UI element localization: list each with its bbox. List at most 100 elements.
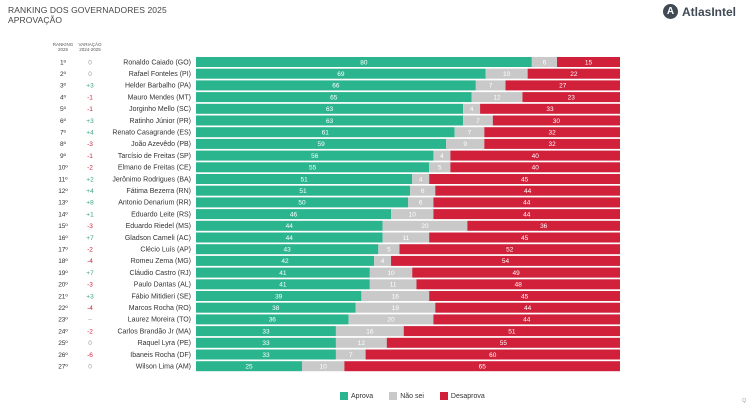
bar-desaprova [492, 115, 620, 126]
rank-label: 5º [60, 106, 67, 113]
bar-value-desaprova: 23 [568, 94, 576, 101]
bar-value-aprova: 41 [279, 282, 287, 289]
bar-aprova [196, 314, 349, 325]
rank-label: 21º [58, 293, 68, 300]
governor-label: Raquel Lyra (PE) [138, 340, 191, 347]
bar-aprova [196, 279, 370, 290]
rank-label: 16º [58, 235, 68, 242]
bar-aprova [196, 232, 383, 243]
variation-label: +8 [86, 200, 94, 207]
rank-label: 14º [58, 211, 68, 218]
bar-value-desaprova: 32 [549, 130, 557, 137]
bar-value-nao-sei: 5 [387, 247, 391, 254]
bar-desaprova [435, 185, 620, 196]
bar-value-nao-sei: 7 [468, 130, 472, 137]
rank-label: 26º [58, 352, 68, 359]
bar-value-nao-sei: 10 [320, 364, 328, 371]
rank-label: 2º [60, 71, 67, 78]
legend-swatch-aprova [340, 392, 348, 400]
bar-desaprova [484, 127, 620, 138]
bar-value-aprova: 56 [311, 153, 319, 160]
legend-item-aprova: Aprova [340, 392, 373, 400]
variation-label: 0 [88, 340, 92, 347]
governor-label: Laurez Moreira (TO) [128, 317, 191, 324]
variation-label: -2 [87, 165, 93, 172]
bar-desaprova [412, 267, 620, 278]
bar-value-desaprova: 65 [479, 364, 487, 371]
bar-value-desaprova: 44 [523, 211, 531, 218]
bar-nao-sei [408, 197, 434, 208]
bar-nao-sei [485, 68, 528, 79]
bar-nao-sei [335, 337, 387, 348]
variation-label: -6 [87, 352, 93, 359]
bar-value-desaprova: 54 [502, 258, 510, 265]
rank-label: 22º [58, 305, 68, 312]
bar-value-aprova: 43 [284, 247, 292, 254]
bar-aprova [196, 361, 302, 372]
bar-nao-sei [471, 92, 523, 103]
rank-label: 9º [60, 153, 67, 160]
bar-value-desaprova: 52 [506, 247, 514, 254]
governor-label: Cláudio Castro (RJ) [130, 270, 191, 277]
bar-value-nao-sei: 6 [419, 200, 423, 207]
bar-value-desaprova: 30 [553, 118, 561, 125]
bar-value-aprova: 25 [245, 364, 253, 371]
bar-aprova [196, 103, 464, 114]
bar-value-aprova: 50 [298, 200, 306, 207]
governor-label: Carlos Brandão Jr (MA) [117, 328, 191, 335]
atlasintel-logo: A AtlasIntel [662, 4, 736, 19]
bar-value-nao-sei: 12 [358, 340, 366, 347]
variation-label: +7 [86, 235, 94, 242]
bar-aprova [196, 267, 370, 278]
governor-label: Romeu Zema (MG) [131, 258, 191, 265]
variation-label: 0 [88, 59, 92, 66]
governor-label: Fábio Mitidieri (SE) [131, 293, 191, 300]
rank-label: 6º [60, 118, 67, 125]
variation-label: +4 [86, 188, 94, 195]
rank-label: 24º [58, 328, 68, 335]
bar-desaprova [467, 220, 620, 231]
bar-value-desaprova: 32 [549, 141, 557, 148]
governor-label: João Azevêdo (PB) [131, 141, 191, 148]
governor-label: Antonio Denarium (RR) [118, 200, 191, 207]
variation-label: +3 [86, 83, 94, 90]
rank-label: 23º [58, 317, 68, 324]
bar-desaprova [399, 244, 620, 255]
governor-label: Mauro Mendes (MT) [128, 94, 191, 101]
bar-value-nao-sei: 6 [421, 188, 425, 195]
bar-value-desaprova: 48 [515, 282, 523, 289]
rank-label: 4º [60, 94, 67, 101]
variation-label: – [88, 317, 92, 324]
variation-label: +3 [86, 293, 94, 300]
bar-value-nao-sei: 5 [438, 165, 442, 172]
variation-label: -1 [87, 153, 93, 160]
governor-label: Jerônimo Rodrigues (BA) [112, 176, 191, 183]
bar-value-nao-sei: 12 [493, 94, 501, 101]
governor-label: Paulo Dantas (AL) [134, 282, 191, 289]
bar-desaprova [433, 209, 620, 220]
bar-nao-sei [412, 174, 430, 184]
bar-desaprova [429, 174, 620, 184]
bar-value-nao-sei: 6 [543, 59, 547, 66]
governor-label: Ibaneis Rocha (DF) [130, 352, 191, 359]
variation-label: -4 [87, 305, 93, 312]
governor-label: Helder Barbalho (PA) [125, 83, 191, 90]
governor-label: Clécio Luís (AP) [140, 247, 191, 254]
bar-nao-sei [429, 162, 451, 173]
variation-label: -3 [87, 282, 93, 289]
bar-nao-sei [382, 220, 468, 231]
bar-aprova [196, 197, 408, 208]
bar-desaprova [527, 68, 620, 79]
bar-value-desaprova: 60 [489, 352, 497, 359]
variation-label: -3 [87, 141, 93, 148]
governor-label: Wilson Lima (AM) [136, 364, 191, 371]
variation-label: -3 [87, 223, 93, 230]
rank-label: 12º [58, 188, 68, 195]
bar-nao-sei [369, 279, 417, 290]
bar-value-aprova: 80 [360, 59, 368, 66]
governor-label: Elmano de Freitas (CE) [118, 165, 191, 172]
bar-aprova [196, 174, 413, 184]
bar-nao-sei [410, 185, 436, 196]
bar-value-desaprova: 45 [521, 293, 529, 300]
bar-value-nao-sei: 9 [463, 141, 467, 148]
